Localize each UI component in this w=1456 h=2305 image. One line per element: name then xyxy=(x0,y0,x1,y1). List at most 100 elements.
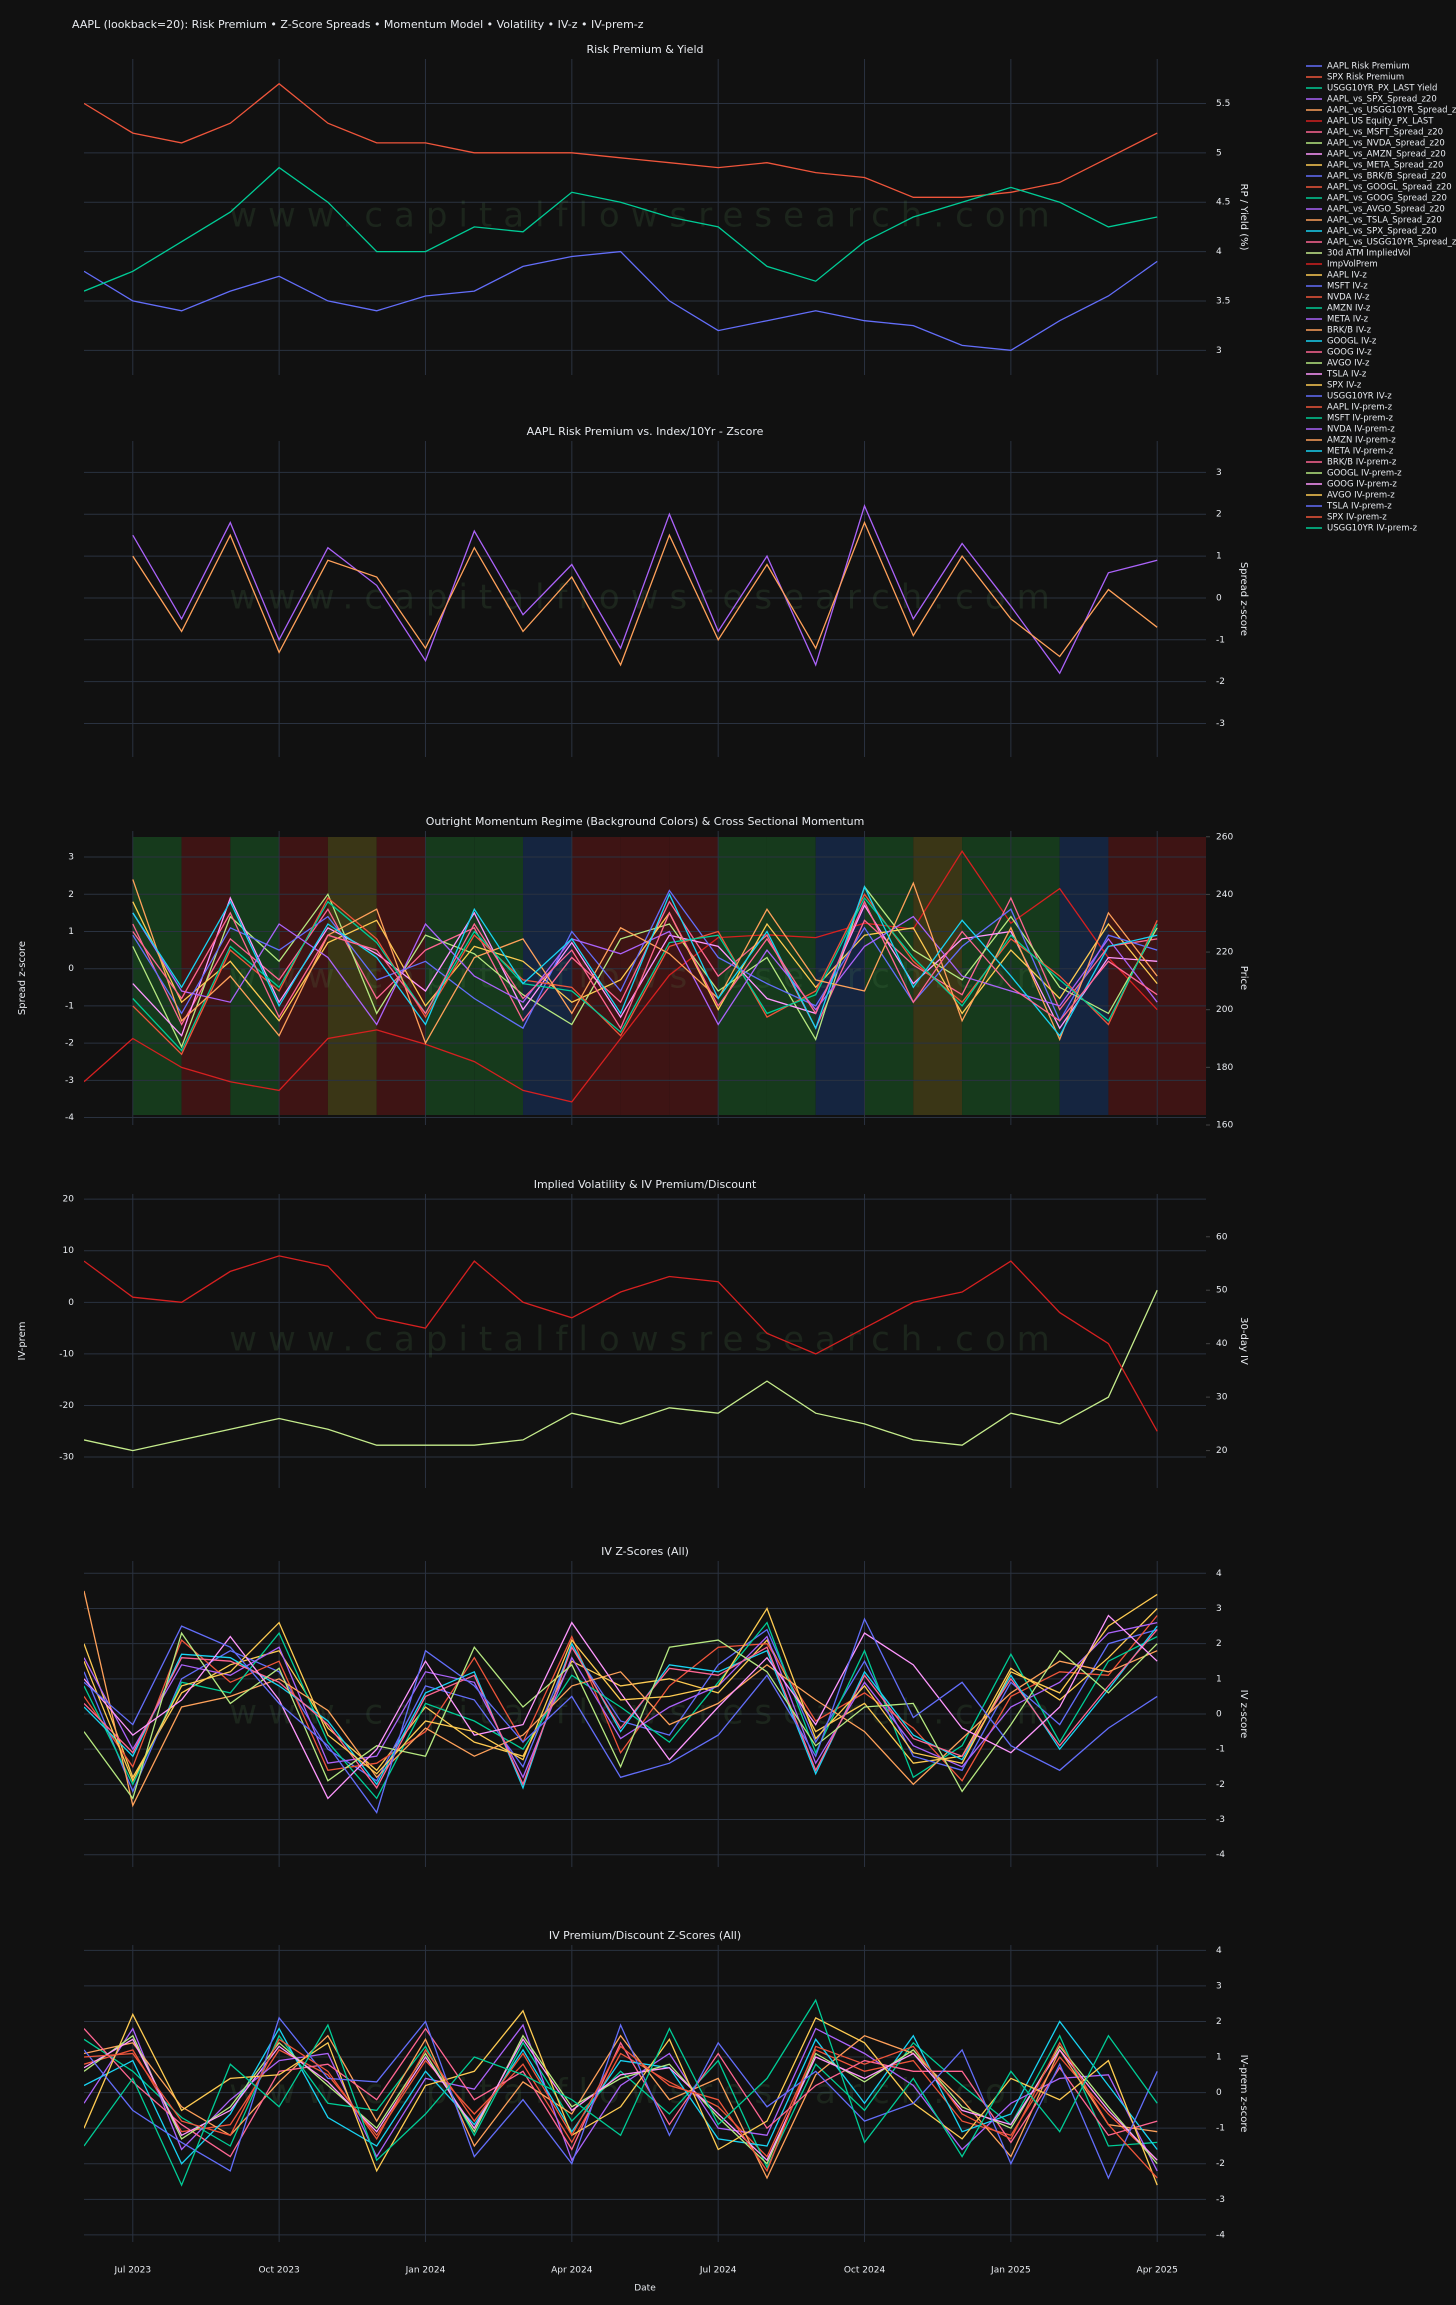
series-line xyxy=(132,520,1158,667)
legend-label: META IV-z xyxy=(1327,315,1369,325)
legend-label: ImpVolPrem xyxy=(1327,260,1378,270)
legend-label: META IV-prem-z xyxy=(1327,447,1394,457)
y-tick-label: 2 xyxy=(68,890,74,900)
legend-label: AAPL_vs_BRK/B_Spread_z20 xyxy=(1327,172,1446,182)
legend-label: AAPL_vs_NVDA_Spread_z20 xyxy=(1327,139,1445,149)
y-tick-label: -2 xyxy=(1216,677,1225,687)
legend-label: AVGO IV-z xyxy=(1327,359,1370,369)
y-tick-label: 5 xyxy=(1216,148,1222,158)
y-tick-label: 4 xyxy=(1216,1946,1222,1956)
legend-label: NVDA IV-prem-z xyxy=(1327,425,1395,435)
legend-label: GOOGL IV-z xyxy=(1327,337,1377,347)
watermark: www.capitalflowsresearch.com xyxy=(229,1320,1061,1360)
y-tick-label: -3 xyxy=(1216,2195,1225,2205)
y-tick-label: 2 xyxy=(1216,2017,1222,2027)
legend-label: SPX Risk Premium xyxy=(1327,73,1404,83)
legend-label: AAPL_vs_META_Spread_z20 xyxy=(1327,161,1443,171)
y-tick-label: -4 xyxy=(1216,1850,1225,1860)
y-tick-label: 20 xyxy=(63,1195,75,1205)
series-line xyxy=(132,901,1158,1022)
y-tick-label: -2 xyxy=(1216,2159,1225,2169)
y-tick-label: -1 xyxy=(65,1001,74,1011)
series-line xyxy=(84,1289,1158,1452)
series-line xyxy=(84,1608,1158,1779)
x-tick-label: Apr 2025 xyxy=(1137,2266,1178,2276)
y2-axis-title: 30-day IV xyxy=(1238,1317,1249,1365)
legend-label: TSLA IV-prem-z xyxy=(1326,502,1392,512)
y-tick-label: 1 xyxy=(1216,1674,1222,1684)
legend-label: USGG10YR_PX_LAST Yield xyxy=(1327,84,1437,94)
series-line xyxy=(132,896,1158,1052)
regime-band xyxy=(1108,837,1158,1115)
y2-tick-label: 40 xyxy=(1216,1339,1228,1349)
series-line xyxy=(84,1617,1158,1814)
legend-label: AAPL_vs_GOOGL_Spread_z20 xyxy=(1327,183,1452,193)
y-tick-label: 3 xyxy=(1216,1604,1222,1614)
panel-title: IV Z-Scores (All) xyxy=(601,1545,689,1558)
y-tick-label: -3 xyxy=(65,1076,74,1086)
series-line xyxy=(84,1628,1158,1794)
regime-band xyxy=(718,837,767,1115)
series-line xyxy=(84,1255,1158,1432)
legend-label: BRK/B IV-z xyxy=(1327,326,1372,336)
y-tick-label: 1 xyxy=(1216,2053,1222,2063)
y-axis-title: Spread z-score xyxy=(17,941,28,1015)
y-tick-label: 10 xyxy=(63,1246,75,1256)
series-line xyxy=(132,912,1158,1026)
y-tick-label: 1 xyxy=(1216,552,1222,562)
series-line xyxy=(84,166,1158,292)
y-tick-label: 1 xyxy=(68,927,74,937)
y2-tick-label: 30 xyxy=(1216,1393,1228,1403)
y-tick-label: 4 xyxy=(1216,247,1222,257)
y-tick-label: 2 xyxy=(1216,510,1222,520)
regime-band xyxy=(1157,837,1206,1115)
legend-label: AAPL_vs_USGG10YR_Spread_z20 xyxy=(1327,238,1456,248)
legend-label: BRK/B IV-prem-z xyxy=(1327,458,1397,468)
y-axis-title: IV-prem z-score xyxy=(1238,2055,1249,2133)
regime-band xyxy=(864,837,914,1115)
y-tick-label: 4 xyxy=(1216,1569,1222,1579)
regime-band xyxy=(181,837,231,1115)
y-tick-label: 3 xyxy=(1216,1981,1222,1991)
panel-title: Risk Premium & Yield xyxy=(586,43,703,56)
series-line xyxy=(84,2038,1158,2179)
series-line xyxy=(84,1631,1158,1800)
legend-label: GOOG IV-prem-z xyxy=(1327,480,1397,490)
legend-label: AAPL_vs_SPX_Spread_z20 xyxy=(1327,95,1437,105)
main-title: AAPL (lookback=20): Risk Premium • Z-Sco… xyxy=(72,18,644,31)
legend-label: SPX IV-z xyxy=(1327,381,1362,391)
series-line xyxy=(84,2009,1158,2186)
y-axis-title: IV-prem xyxy=(17,1322,28,1361)
regime-band xyxy=(474,837,524,1115)
y-tick-label: -20 xyxy=(59,1401,74,1411)
legend-label: AVGO IV-prem-z xyxy=(1327,491,1395,501)
series-line xyxy=(84,1621,1158,1800)
y-tick-label: -1 xyxy=(1216,635,1225,645)
series-line xyxy=(84,850,1158,1103)
x-tick-label: Jan 2024 xyxy=(405,2266,446,2276)
y2-tick-label: 20 xyxy=(1216,1446,1228,1456)
y2-tick-label: 180 xyxy=(1216,1063,1233,1073)
regime-band xyxy=(230,837,280,1115)
legend-label: GOOG IV-z xyxy=(1327,348,1372,358)
y2-tick-label: 60 xyxy=(1216,1232,1228,1242)
legend-label: USGG10YR IV-prem-z xyxy=(1327,524,1418,534)
legend-label: AMZN IV-z xyxy=(1327,304,1371,314)
series-line xyxy=(84,1621,1158,1779)
y-tick-label: 0 xyxy=(68,964,74,974)
y-axis-title: IV z-score xyxy=(1238,1690,1249,1739)
y-tick-label: -4 xyxy=(1216,2230,1225,2240)
legend-label: AAPL_vs_SPX_Spread_z20 xyxy=(1327,227,1437,237)
y-tick-label: 3.5 xyxy=(1216,296,1230,306)
legend-label: AAPL_vs_MSFT_Spread_z20 xyxy=(1327,128,1443,138)
series-line xyxy=(132,885,1158,1037)
series-line xyxy=(84,250,1158,351)
y2-tick-label: 240 xyxy=(1216,890,1233,900)
y-tick-label: 0 xyxy=(68,1298,74,1308)
legend-label: AAPL IV-prem-z xyxy=(1327,403,1393,413)
y-tick-label: 5.5 xyxy=(1216,99,1230,109)
series-line xyxy=(84,1614,1158,1800)
series-line xyxy=(84,2027,1158,2158)
y2-axis-title: Price xyxy=(1238,966,1249,990)
legend-label: 30d ATM ImpliedVol xyxy=(1327,249,1411,259)
